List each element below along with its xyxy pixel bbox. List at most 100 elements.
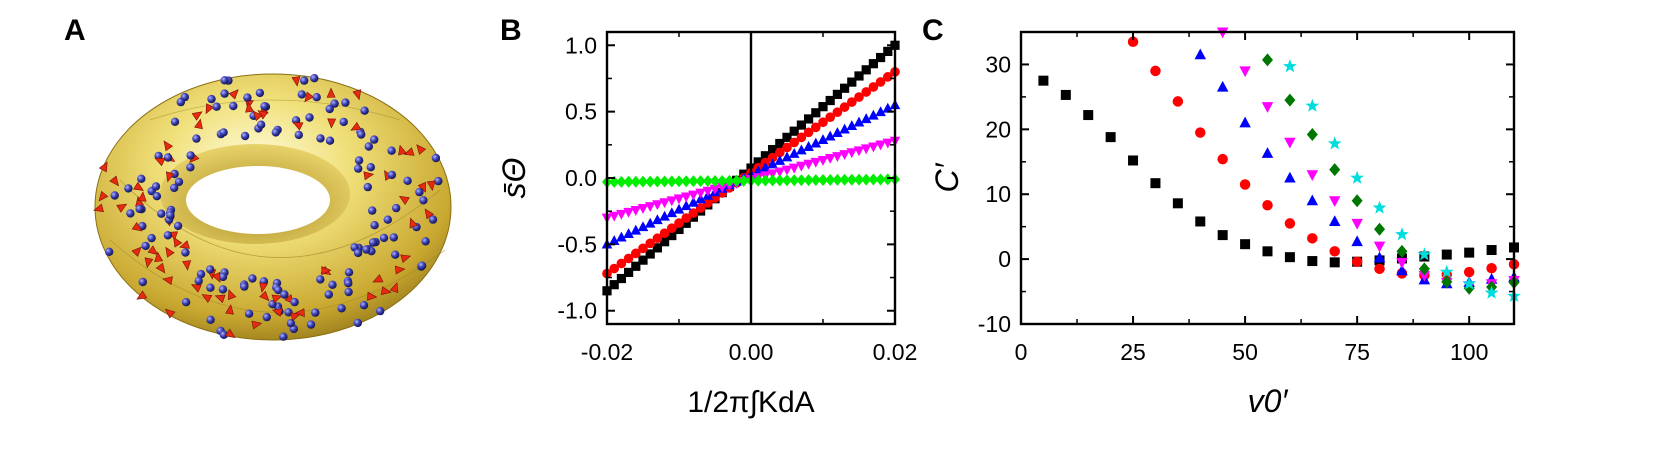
data-point (824, 130, 836, 141)
particle-cone (201, 294, 213, 304)
data-point (659, 210, 670, 221)
particle-ball (428, 215, 438, 224)
data-point (875, 173, 886, 186)
particle-ball (138, 277, 147, 287)
panel-label-b: B (500, 14, 522, 47)
particle-ball (366, 163, 375, 172)
particle-ball (325, 136, 335, 145)
data-point (875, 77, 886, 87)
particle-ball (306, 320, 316, 329)
data-point (840, 83, 850, 93)
particle-cone (165, 246, 175, 258)
particle-ball (271, 128, 280, 137)
particle-cone (144, 257, 154, 269)
data-point (616, 209, 627, 220)
data-point (767, 174, 778, 187)
particle-cone (194, 118, 203, 130)
chart-b-axes: -0.02 0.00 0.02 -1.0 -0.5 0.0 0.5 1.0 1/2π∫KdA s̄… (496, 30, 917, 419)
particle-ball (212, 102, 221, 111)
series-triangle-up (601, 99, 901, 249)
data-point (716, 182, 728, 193)
data-point (832, 173, 843, 186)
data-point (623, 253, 634, 264)
particle-ball (240, 131, 250, 141)
particle-ball (364, 142, 373, 151)
particle-cone (394, 265, 406, 275)
data-point (688, 190, 699, 201)
data-point (637, 221, 649, 232)
data-point (810, 137, 822, 148)
particle-cone (191, 111, 203, 121)
chart-b-marks (601, 40, 901, 296)
data-point (637, 175, 649, 188)
data-point (818, 102, 828, 112)
data-point (875, 106, 886, 117)
data-point (868, 109, 879, 120)
particle-cone (271, 308, 283, 317)
data-point (804, 114, 814, 124)
particle-cone (252, 110, 263, 122)
data-point (782, 142, 792, 153)
data-point (817, 174, 829, 186)
particle-ball (294, 130, 303, 140)
particle-ball (403, 176, 412, 185)
data-point (681, 175, 692, 188)
data-point (775, 138, 785, 149)
particle-ball (279, 332, 288, 341)
particle-cone (173, 236, 183, 248)
particle-ball (286, 319, 296, 328)
x-tick-label: -0.02 (581, 339, 633, 365)
data-point (846, 120, 858, 131)
panel-label-a: A (64, 14, 86, 47)
y-tick-label: -0.5 (557, 231, 597, 257)
data-point (789, 174, 800, 187)
data-point (883, 46, 893, 57)
data-point (854, 71, 864, 81)
particle-cone (131, 221, 143, 232)
particle-ball (370, 135, 379, 144)
particle-ball (124, 184, 133, 193)
data-point (782, 132, 792, 142)
particle-ball (206, 315, 215, 324)
data-point (839, 150, 850, 161)
data-point (860, 144, 872, 155)
particle-ball (181, 298, 191, 307)
particle-ball (147, 233, 156, 243)
data-point (623, 207, 634, 218)
panel-label-c: C (922, 14, 944, 47)
y-tick-label: 1.0 (565, 32, 597, 58)
particle-ball (305, 113, 314, 122)
data-point (702, 175, 713, 188)
particle-ball (344, 268, 354, 277)
particle-ball (176, 97, 185, 107)
particle-ball (274, 285, 283, 295)
particle-cone (367, 291, 378, 301)
y-axis-label: s̄Θ (496, 158, 532, 199)
particle-cone (154, 157, 166, 167)
particle-cone (182, 260, 192, 271)
particle-ball (417, 261, 427, 270)
particle-ball (339, 117, 348, 127)
data-point (616, 175, 627, 188)
data-point (666, 196, 678, 207)
x-axis-label: 1/2π∫KdA (687, 386, 814, 419)
particle-ball (220, 89, 229, 98)
particle-ball (383, 215, 392, 224)
particle-ball (206, 283, 215, 292)
particle-ball (387, 146, 396, 155)
particle-cone (294, 308, 305, 318)
particle-cone (259, 290, 270, 302)
particle-ball (419, 196, 428, 205)
particle-ball (328, 280, 337, 289)
particle-cone (227, 289, 237, 301)
particle-ball (300, 76, 309, 85)
data-point (695, 188, 706, 199)
particle-ball (337, 304, 346, 313)
particle-ball (174, 177, 184, 187)
particle-ball (354, 164, 363, 173)
data-point (774, 154, 786, 165)
x-tick-label: 0.00 (729, 339, 774, 365)
data-point (861, 173, 872, 186)
data-point (832, 127, 843, 138)
particle-ball (152, 192, 162, 201)
